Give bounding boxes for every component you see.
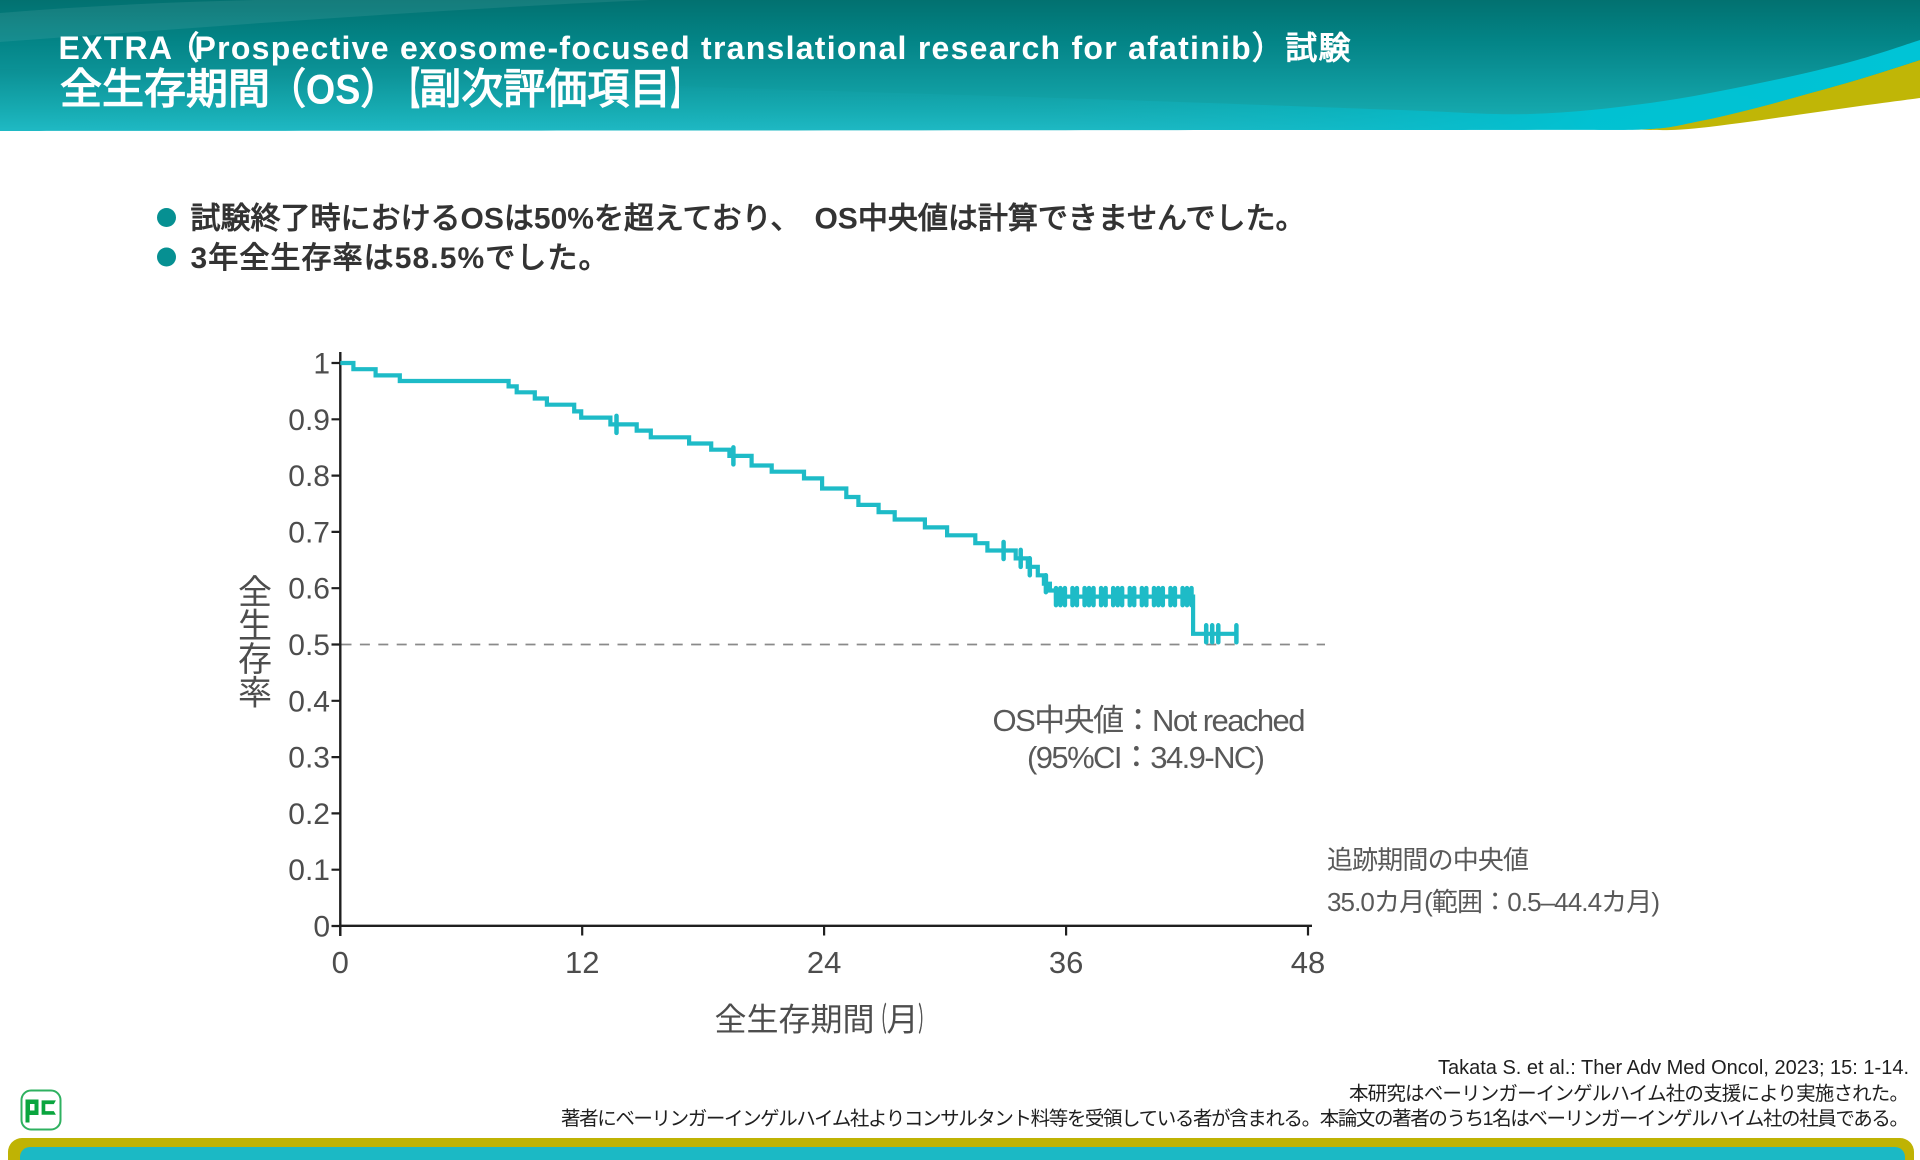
svg-text:EXTRA（Prospective exosome-focu: EXTRA（Prospective exosome-focused transl… [59, 30, 1352, 66]
svg-text:0: 0 [313, 911, 330, 944]
svg-text:0.4: 0.4 [288, 685, 330, 718]
svg-text:副次評価項目: 副次評価項目 [419, 66, 671, 113]
svg-text:3年全生存率は58.5%でした。: 3年全生存率は58.5%でした。 [191, 242, 609, 275]
svg-text:（: （ [875, 1002, 887, 1038]
svg-text:0: 0 [332, 945, 349, 980]
svg-text:本研究はベーリンガーインゲルハイム社の支援により実施された。: 本研究はベーリンガーインゲルハイム社の支援により実施された。 [1349, 1083, 1909, 1105]
svg-text:24: 24 [807, 945, 841, 980]
svg-text:試験終了時におけるOSは50%を超えており、OS中央値は計算: 試験終了時におけるOSは50%を超えており、 OS中央値は計算できませんでした。 [191, 201, 1306, 235]
svg-text:【: 【 [398, 66, 419, 113]
svg-text:追跡期間の中央値: 追跡期間の中央値 [1327, 845, 1529, 875]
svg-text:】: 】 [671, 66, 692, 113]
svg-text:(95%CI：34.9-NC): (95%CI：34.9-NC) [1027, 740, 1265, 775]
svg-text:0.9: 0.9 [288, 404, 330, 437]
svg-text:0.1: 0.1 [288, 854, 330, 887]
svg-text:月: 月 [887, 1002, 919, 1038]
svg-text:存: 存 [238, 641, 272, 679]
svg-text:（OS）: （OS） [268, 66, 398, 113]
svg-text:0.5: 0.5 [288, 629, 330, 662]
svg-text:Takata S. et al.: Ther Adv Med: Takata S. et al.: Ther Adv Med Oncol, 20… [1438, 1057, 1909, 1079]
svg-text:生: 生 [238, 608, 272, 646]
svg-text:）: ） [919, 1002, 931, 1038]
svg-text:0.3: 0.3 [288, 742, 330, 775]
svg-text:0.6: 0.6 [288, 573, 330, 606]
svg-text:36: 36 [1049, 945, 1083, 980]
svg-text:12: 12 [565, 945, 599, 980]
svg-text:全生存期間: 全生存期間 [60, 66, 270, 113]
svg-text:著者にベーリンガーインゲルハイム社よりコンサルタント料等を受: 著者にベーリンガーインゲルハイム社よりコンサルタント料等を受領している者が含まれ… [561, 1108, 1909, 1130]
svg-text:48: 48 [1291, 945, 1325, 980]
svg-text:全: 全 [238, 574, 272, 612]
svg-text:1: 1 [313, 348, 330, 381]
svg-text:0.8: 0.8 [288, 460, 330, 493]
svg-text:率: 率 [238, 675, 272, 713]
svg-text:全生存期間: 全生存期間 [715, 1002, 875, 1038]
svg-text:35.0カ月(範囲：0.5–44.4カ月): 35.0カ月(範囲：0.5–44.4カ月) [1327, 887, 1660, 917]
svg-text:OS中央値：Not reached: OS中央値：Not reached [993, 703, 1306, 738]
svg-text:0.2: 0.2 [288, 798, 330, 831]
svg-text:0.7: 0.7 [288, 516, 330, 549]
